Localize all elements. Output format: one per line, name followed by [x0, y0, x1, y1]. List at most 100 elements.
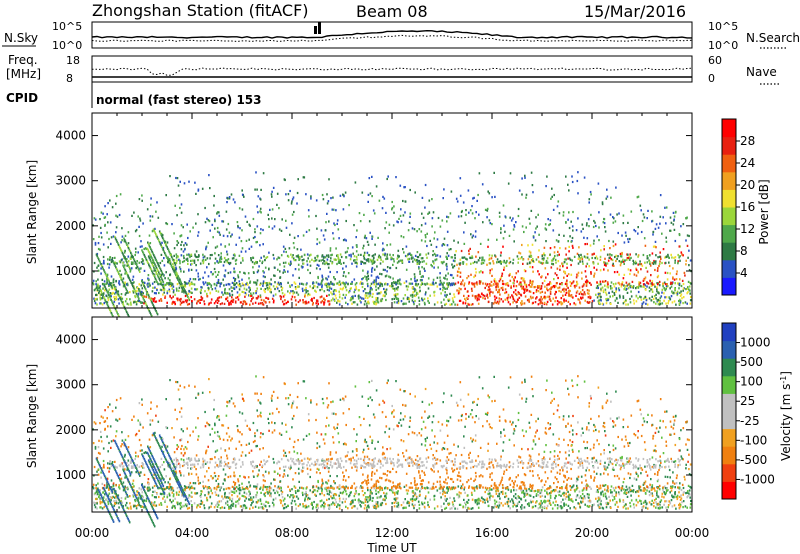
power-echo	[158, 239, 160, 242]
power-echo	[388, 275, 390, 278]
power-echo	[451, 297, 454, 300]
power-echo	[593, 252, 595, 255]
power-echo	[220, 255, 222, 258]
power-echo	[466, 296, 468, 300]
power-echo	[231, 296, 233, 299]
power-echo	[354, 301, 356, 304]
power-echo	[601, 201, 604, 204]
power-echo	[148, 244, 151, 247]
power-echo	[291, 198, 294, 201]
power-echo	[418, 228, 421, 231]
power-echo	[659, 222, 661, 225]
power-echo	[498, 280, 501, 283]
power-echo	[173, 301, 176, 304]
power-echo	[628, 258, 631, 261]
power-echo	[551, 195, 553, 198]
power-echo	[502, 282, 504, 286]
power-echo	[304, 302, 307, 305]
power-echo	[664, 271, 667, 274]
power-echo	[688, 264, 690, 267]
power-echo	[527, 244, 529, 247]
power-echo	[318, 241, 321, 244]
power-echo	[214, 287, 217, 290]
power-echo	[367, 243, 370, 246]
power-echo	[190, 281, 193, 284]
power-echo	[326, 263, 329, 266]
power-echo	[630, 210, 633, 213]
power-echo	[98, 235, 100, 238]
velocity-echo	[108, 492, 111, 495]
power-echo	[592, 225, 595, 229]
power-echo	[617, 255, 619, 258]
power-echo	[626, 284, 629, 287]
power-echo	[186, 223, 188, 226]
velocity-echo	[213, 506, 216, 509]
power-echo	[379, 285, 381, 288]
power-echo	[642, 279, 645, 282]
power-echo	[174, 272, 176, 275]
power-echo	[481, 292, 483, 295]
power-echo	[477, 193, 479, 197]
power-echo	[408, 257, 411, 260]
power-echo	[523, 230, 525, 234]
power-echo	[563, 290, 565, 293]
velocity-echo	[532, 496, 535, 499]
power-echo	[530, 209, 533, 212]
power-echo	[417, 283, 420, 286]
power-echo	[127, 303, 130, 306]
power-echo	[568, 245, 570, 248]
power-echo	[321, 274, 323, 277]
power-echo	[179, 267, 182, 271]
power-echo	[639, 260, 641, 263]
power-echo	[287, 193, 290, 196]
power-echo	[391, 287, 394, 290]
velocity-echo	[199, 505, 201, 508]
power-echo	[396, 288, 399, 291]
power-echo	[626, 291, 629, 294]
power-echo	[158, 230, 161, 233]
power-echo	[188, 302, 191, 306]
power-echo	[122, 304, 125, 307]
power-echo	[186, 253, 188, 256]
power-echo	[227, 292, 230, 295]
velocity-echo	[657, 507, 660, 510]
power-echo	[102, 267, 104, 270]
power-echo	[612, 295, 614, 298]
power-echo	[177, 241, 180, 244]
power-echo	[256, 205, 258, 208]
power-echo	[484, 297, 486, 300]
power-echo	[283, 250, 285, 253]
power-echo	[389, 284, 391, 288]
power-echo	[285, 226, 288, 229]
velocity-echo	[250, 496, 252, 499]
power-echo	[115, 239, 118, 242]
velocity-echo	[510, 489, 512, 492]
power-echo	[637, 290, 640, 294]
velocity-echo	[186, 503, 189, 506]
power-echo	[276, 287, 279, 290]
power-echo	[584, 243, 586, 246]
power-echo	[553, 246, 556, 249]
power-echo	[210, 285, 212, 288]
power-echo	[435, 258, 438, 261]
power-echo	[400, 220, 403, 223]
velocity-echo	[610, 506, 612, 509]
power-echo	[272, 186, 275, 189]
power-echo	[110, 295, 112, 298]
power-echo	[643, 278, 646, 281]
velocity-echo	[247, 487, 249, 490]
power-echo	[345, 219, 347, 223]
power-echo	[272, 301, 275, 304]
power-echo	[586, 256, 589, 259]
power-echo	[551, 187, 553, 190]
power-echo	[600, 249, 602, 252]
power-echo	[523, 277, 525, 280]
velocity-echo	[374, 504, 376, 508]
velocity-echo	[291, 488, 293, 491]
power-echo	[487, 300, 490, 303]
power-echo	[188, 280, 191, 283]
power-echo	[361, 278, 363, 281]
power-echo	[456, 270, 459, 273]
power-echo	[642, 283, 645, 286]
power-echo	[632, 285, 635, 288]
